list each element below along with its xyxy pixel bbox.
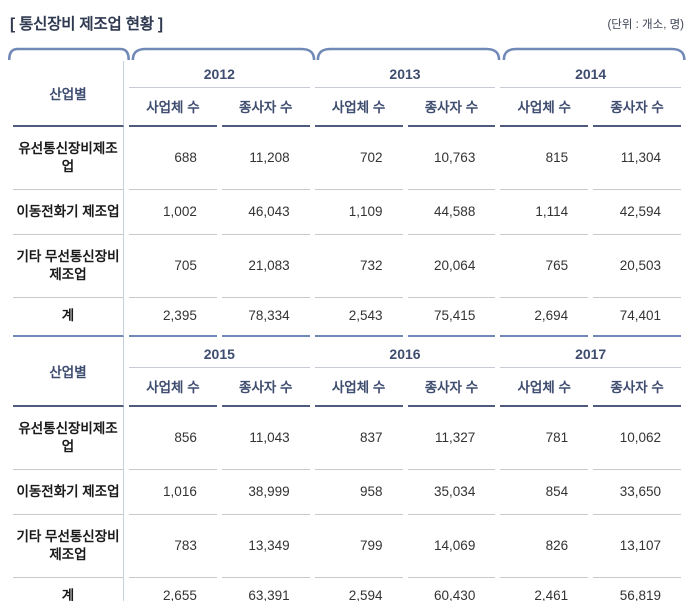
year-header-2014: 2014: [500, 61, 681, 88]
value-cell: 2,694: [500, 298, 589, 337]
year-header-2015: 2015: [129, 337, 310, 368]
value-cell: 44,588: [407, 190, 496, 235]
year-header-2013: 2013: [314, 61, 496, 88]
workers-count-header: 종사자 수: [221, 88, 310, 127]
workers-count-header: 종사자 수: [221, 368, 310, 407]
table-row: 이동전화기 제조업 1,016 38,999 958 35,034 854 33…: [13, 470, 681, 515]
workers-count-header: 종사자 수: [593, 88, 681, 127]
value-cell: 702: [314, 127, 403, 190]
subheader-row: 사업체 수 종사자 수 사업체 수 종사자 수 사업체 수 종사자 수: [13, 88, 681, 127]
businesses-count-header: 사업체 수: [129, 88, 217, 127]
value-cell: 854: [500, 470, 589, 515]
value-cell: 20,503: [593, 235, 681, 298]
stats-table-2012-2014: 산업별 2012 2013 2014 사업체 수 종사자 수 사업체 수 종사자…: [8, 61, 686, 337]
value-cell: 2,461: [500, 578, 588, 601]
table-row: 이동전화기 제조업 1,002 46,043 1,109 44,588 1,11…: [13, 190, 681, 235]
value-cell: 2,543: [314, 298, 403, 337]
value-cell: 14,069: [407, 515, 496, 578]
value-cell: 78,334: [221, 298, 310, 337]
value-cell: 11,304: [593, 127, 681, 190]
value-cell: 826: [500, 515, 589, 578]
value-cell: 13,107: [593, 515, 681, 578]
value-cell: 35,034: [407, 470, 496, 515]
curly-bracket-icon: [8, 46, 130, 61]
value-cell: 732: [314, 235, 403, 298]
stats-table-2015-2017: 산업별 2015 2016 2017 사업체 수 종사자 수 사업체 수 종사자…: [8, 337, 686, 601]
industry-label-cell: 유선통신장비제조업: [13, 407, 125, 470]
year-header-row: 산업별 2012 2013 2014: [13, 61, 681, 127]
workers-count-header: 종사자 수: [407, 368, 496, 407]
value-cell: 56,819: [593, 578, 681, 601]
value-cell: 33,650: [593, 470, 681, 515]
subheader-row: 사업체 수 종사자 수 사업체 수 종사자 수 사업체 수 종사자 수: [13, 368, 681, 407]
table-row: 유선통신장비제조업 688 11,208 702 10,763 815 11,3…: [13, 127, 681, 190]
value-cell: 63,391: [222, 578, 310, 601]
industry-label-cell: 기타 무선통신장비 제조업: [13, 515, 125, 578]
value-cell: 38,999: [221, 470, 310, 515]
value-cell: 11,208: [221, 127, 310, 190]
businesses-count-header: 사업체 수: [500, 88, 589, 127]
industry-label-cell: 계: [13, 298, 125, 337]
unit-note: (단위 : 개소, 명): [607, 19, 684, 31]
workers-count-header: 종사자 수: [593, 368, 681, 407]
value-cell: 60,430: [408, 578, 496, 601]
table-row: 기타 무선통신장비 제조업 705 21,083 732 20,064 765 …: [13, 235, 681, 298]
table-row: 유선통신장비제조업 856 11,043 837 11,327 781 10,0…: [13, 407, 681, 470]
value-cell: 783: [129, 515, 217, 578]
value-cell: 74,401: [593, 298, 681, 337]
industry-column-header: 산업별: [13, 337, 125, 407]
value-cell: 10,062: [593, 407, 681, 470]
value-cell: 1,002: [129, 190, 217, 235]
businesses-count-header: 사업체 수: [129, 368, 217, 407]
value-cell: 781: [500, 407, 589, 470]
value-cell: 799: [314, 515, 403, 578]
year-header-2012: 2012: [129, 61, 310, 88]
value-cell: 837: [314, 407, 403, 470]
industry-label-cell: 이동전화기 제조업: [13, 190, 125, 235]
table-row: 기타 무선통신장비 제조업 783 13,349 799 14,069 826 …: [13, 515, 681, 578]
industry-label-cell: 이동전화기 제조업: [13, 470, 125, 515]
value-cell: 20,064: [407, 235, 496, 298]
value-cell: 75,415: [407, 298, 496, 337]
workers-count-header: 종사자 수: [407, 88, 496, 127]
value-cell: 705: [129, 235, 217, 298]
page-title: [ 통신장비 제조업 현황 ]: [10, 16, 163, 33]
curly-bracket-icon: [316, 46, 501, 61]
value-cell: 10,763: [407, 127, 496, 190]
value-cell: 11,043: [221, 407, 310, 470]
value-cell: 42,594: [593, 190, 681, 235]
industry-label-cell: 기타 무선통신장비 제조업: [13, 235, 125, 298]
curly-bracket-icon: [502, 46, 686, 61]
value-cell: 1,114: [500, 190, 589, 235]
year-header-2017: 2017: [500, 337, 681, 368]
value-cell: 21,083: [221, 235, 310, 298]
value-cell: 13,349: [221, 515, 310, 578]
year-header-row: 산업별 2015 2016 2017: [13, 337, 681, 407]
bracket-decoration: [8, 46, 686, 61]
value-cell: 11,327: [407, 407, 496, 470]
total-row: 계 2,395 78,334 2,543 75,415 2,694 74,401: [13, 298, 681, 337]
page-header: [ 통신장비 제조업 현황 ] (단위 : 개소, 명): [10, 12, 684, 34]
curly-bracket-icon: [131, 46, 316, 61]
value-cell: 688: [129, 127, 217, 190]
industry-label-cell: 계: [13, 578, 125, 601]
value-cell: 2,395: [129, 298, 217, 337]
value-cell: 1,016: [129, 470, 217, 515]
industry-label-cell: 유선통신장비제조업: [13, 127, 125, 190]
businesses-count-header: 사업체 수: [314, 88, 403, 127]
value-cell: 815: [500, 127, 589, 190]
value-cell: 2,594: [315, 578, 403, 601]
total-row: 계 2,655 63,391 2,594 60,430 2,461 56,819: [13, 578, 681, 601]
businesses-count-header: 사업체 수: [314, 368, 403, 407]
value-cell: 1,109: [314, 190, 403, 235]
value-cell: 46,043: [221, 190, 310, 235]
value-cell: 2,655: [129, 578, 217, 601]
year-header-2016: 2016: [314, 337, 496, 368]
businesses-count-header: 사업체 수: [500, 368, 589, 407]
value-cell: 765: [500, 235, 589, 298]
value-cell: 958: [314, 470, 403, 515]
industry-column-header: 산업별: [13, 61, 125, 127]
value-cell: 856: [129, 407, 217, 470]
